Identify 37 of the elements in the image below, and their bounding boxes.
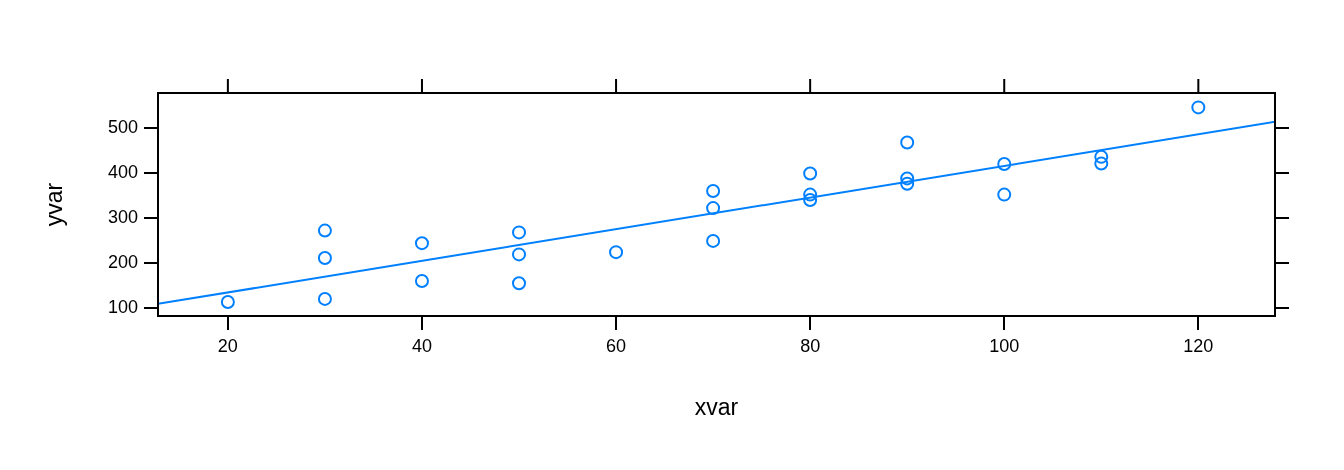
point xyxy=(317,251,332,265)
point xyxy=(900,176,915,191)
point xyxy=(803,193,818,207)
point xyxy=(512,247,527,262)
x-tick-label: 100 xyxy=(989,335,1020,356)
point xyxy=(900,135,915,150)
y-axis-title: yvar xyxy=(41,182,68,227)
point xyxy=(414,273,429,288)
point xyxy=(1094,156,1109,171)
x-tick-label: 40 xyxy=(411,335,432,356)
point xyxy=(609,245,624,260)
point xyxy=(220,295,235,310)
point xyxy=(997,187,1012,202)
point xyxy=(512,276,527,291)
point xyxy=(317,291,332,306)
point xyxy=(317,223,332,238)
point xyxy=(900,171,915,186)
x-axis-title: xvar xyxy=(694,393,739,420)
point xyxy=(803,166,818,181)
point xyxy=(706,184,721,199)
point xyxy=(997,157,1012,172)
point xyxy=(706,201,721,216)
y-tick-label: 200 xyxy=(107,251,138,272)
point xyxy=(1191,100,1206,115)
point xyxy=(706,233,721,248)
point xyxy=(512,225,527,240)
x-tick-label: 80 xyxy=(800,335,821,356)
x-tick-label: 120 xyxy=(1183,335,1214,356)
y-tick-label: 400 xyxy=(107,162,138,182)
x-tick-label: 60 xyxy=(606,335,627,356)
x-tick-label: 20 xyxy=(217,335,238,356)
y-tick-label: 100 xyxy=(107,296,138,317)
point xyxy=(803,187,818,202)
y-tick-label: 500 xyxy=(107,117,138,138)
point xyxy=(1094,149,1109,164)
point xyxy=(414,236,429,251)
y-tick-label: 300 xyxy=(107,206,138,227)
